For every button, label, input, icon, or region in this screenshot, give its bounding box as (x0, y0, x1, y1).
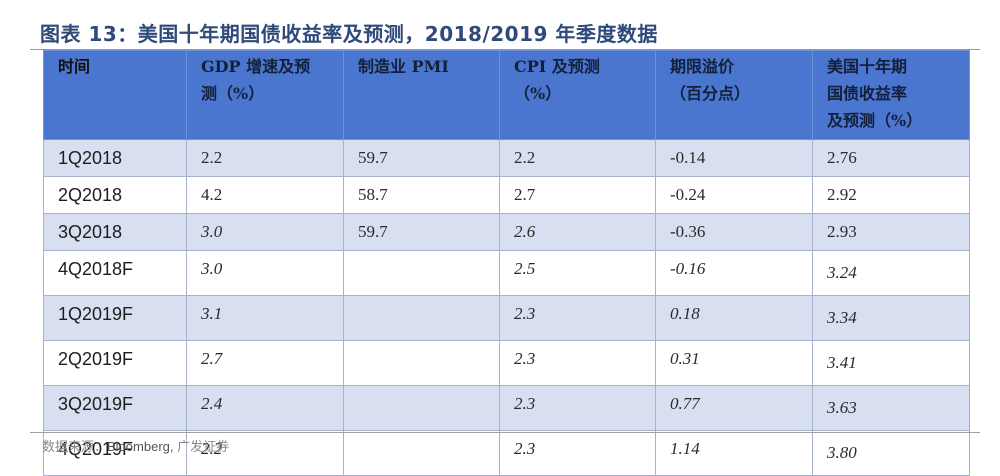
cell-cpi: 2.2 (499, 139, 656, 177)
cell-term-premium: -0.16 (655, 250, 813, 296)
header-label: CPI 及预测 (514, 57, 600, 76)
header-label: GDP 增速及预 (201, 57, 311, 76)
title-divider (30, 49, 980, 50)
cell-pmi (343, 430, 500, 476)
cell-gdp: 3.0 (186, 213, 344, 251)
cell-yield: 3.24 (812, 250, 970, 296)
cell-time: 1Q2019F (43, 295, 187, 341)
header-label: 及预测（%） (827, 111, 923, 130)
cell-yield: 3.41 (812, 340, 970, 386)
cell-gdp: 2.2 (186, 430, 344, 476)
header-yield: 美国十年期国债收益率及预测（%） (812, 50, 970, 140)
header-label: （%） (514, 84, 562, 103)
cell-gdp: 3.1 (186, 295, 344, 341)
table-row: 1Q2019F 3.1 2.3 0.18 3.34 (43, 295, 970, 341)
source-label: 数据来源： (42, 440, 108, 455)
cell-cpi: 2.3 (499, 295, 656, 341)
figure-title: 图表 13：美国十年期国债收益率及预测，2018/2019 年季度数据 (40, 22, 658, 46)
table-header-row: 时间 GDP 增速及预 测（%） 制造业 PMI CPI 及预测 （%） 期限溢价 （… (43, 50, 970, 140)
cell-gdp: 4.2 (186, 176, 344, 214)
cell-time: 2Q2018 (43, 176, 187, 214)
cell-yield: 3.80 (812, 430, 970, 476)
cell-term-premium: 0.18 (655, 295, 813, 341)
cell-term-premium: 0.77 (655, 385, 813, 431)
cell-pmi: 59.7 (343, 213, 500, 251)
cell-gdp: 2.4 (186, 385, 344, 431)
cell-pmi (343, 340, 500, 386)
cell-cpi: 2.6 (499, 213, 656, 251)
header-gdp: GDP 增速及预 测（%） (186, 50, 344, 140)
cell-time: 4Q2019F (43, 430, 187, 476)
cell-cpi: 2.3 (499, 340, 656, 386)
table-row: 2Q2018 4.2 58.7 2.7 -0.24 2.92 (43, 176, 970, 214)
table-row: 4Q2018F 3.0 2.5 -0.16 3.24 (43, 250, 970, 296)
table-row: 1Q2018 2.2 59.7 2.2 -0.14 2.76 (43, 139, 970, 177)
cell-yield: 2.93 (812, 213, 970, 251)
cell-term-premium: -0.14 (655, 139, 813, 177)
cell-time: 4Q2018F (43, 250, 187, 296)
header-label: 制造业 PMI (358, 57, 449, 76)
header-cpi: CPI 及预测 （%） (499, 50, 656, 140)
header-time: 时间 (43, 50, 187, 140)
cell-gdp: 2.7 (186, 340, 344, 386)
cell-yield: 2.92 (812, 176, 970, 214)
header-label: 美国十年期 (827, 57, 908, 76)
data-source: 数据来源：Bloomberg, 广发证券 (42, 436, 229, 455)
table-row: 3Q2019F 2.4 2.3 0.77 3.63 (43, 385, 970, 431)
cell-term-premium: 1.14 (655, 430, 813, 476)
source-org: 广发证券 (177, 440, 230, 455)
cell-gdp: 3.0 (186, 250, 344, 296)
cell-time: 3Q2018 (43, 213, 187, 251)
cell-cpi: 2.3 (499, 385, 656, 431)
cell-yield: 3.34 (812, 295, 970, 341)
cell-cpi: 2.3 (499, 430, 656, 476)
table-row: 3Q2018 3.0 59.7 2.6 -0.36 2.93 (43, 213, 970, 251)
header-term-premium: 期限溢价 （百分点） (655, 50, 813, 140)
source-text: Bloomberg, (107, 439, 178, 454)
cell-cpi: 2.5 (499, 250, 656, 296)
cell-time: 3Q2019F (43, 385, 187, 431)
cell-cpi: 2.7 (499, 176, 656, 214)
cell-pmi: 58.7 (343, 176, 500, 214)
header-label: 时间 (58, 57, 91, 76)
cell-term-premium: 0.31 (655, 340, 813, 386)
header-label: 国债收益率 (827, 84, 908, 103)
cell-pmi (343, 385, 500, 431)
header-label: 期限溢价 (670, 57, 735, 76)
source-divider (30, 432, 980, 433)
cell-time: 1Q2018 (43, 139, 187, 177)
header-label: 测（%） (201, 84, 265, 103)
cell-pmi (343, 295, 500, 341)
cell-gdp: 2.2 (186, 139, 344, 177)
cell-pmi (343, 250, 500, 296)
table-row: 2Q2019F 2.7 2.3 0.31 3.41 (43, 340, 970, 386)
cell-time: 2Q2019F (43, 340, 187, 386)
cell-pmi: 59.7 (343, 139, 500, 177)
cell-term-premium: -0.36 (655, 213, 813, 251)
header-pmi: 制造业 PMI (343, 50, 500, 140)
data-table: 时间 GDP 增速及预 测（%） 制造业 PMI CPI 及预测 （%） 期限溢价 （… (43, 50, 970, 476)
cell-term-premium: -0.24 (655, 176, 813, 214)
cell-yield: 3.63 (812, 385, 970, 431)
header-label: （百分点） (670, 84, 751, 103)
table-row: 4Q2019F 2.2 2.3 1.14 3.80 (43, 430, 970, 476)
cell-yield: 2.76 (812, 139, 970, 177)
